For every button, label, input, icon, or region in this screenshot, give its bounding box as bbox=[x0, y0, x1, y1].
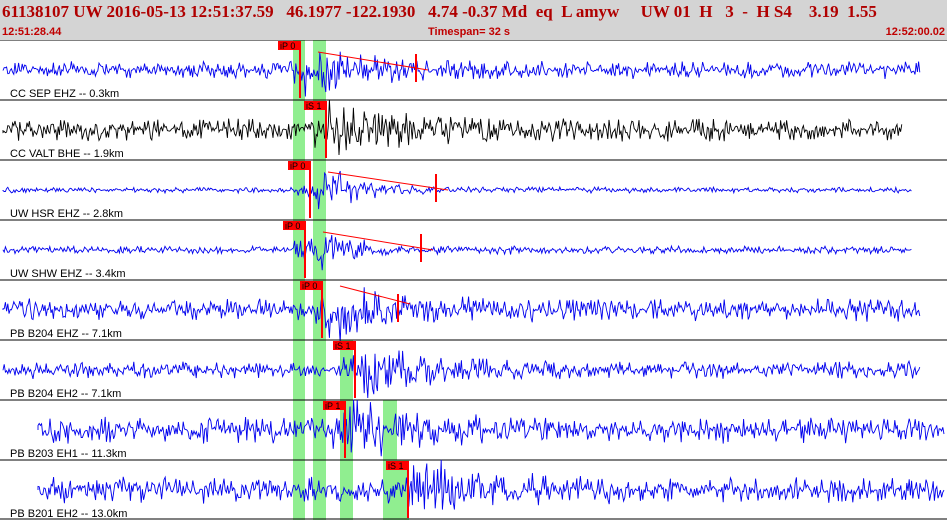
pick-flag bbox=[323, 401, 345, 410]
pick-label: iP 0 bbox=[290, 161, 305, 171]
trace-row[interactable]: iP 0 UW HSR EHZ -- 2.8km bbox=[0, 159, 947, 220]
pick-label: iP 0 bbox=[280, 41, 295, 51]
pick-label: iS 1 bbox=[388, 461, 404, 471]
trace-row[interactable]: iS 1 CC VALT BHE -- 1.9km bbox=[0, 99, 947, 160]
station-label: UW HSR EHZ -- 2.8km bbox=[10, 208, 123, 220]
trace-row[interactable]: iS 1 PB B201 EH2 -- 13.0km bbox=[0, 459, 947, 520]
pick-flag bbox=[386, 461, 408, 470]
trace-row[interactable]: iP 0 CC SEP EHZ -- 0.3km bbox=[0, 40, 947, 100]
coda-line bbox=[322, 231, 434, 251]
trace-row[interactable]: iS 1 PB B204 EH2 -- 7.1km bbox=[0, 339, 947, 400]
event-header: 61138107 UW 2016-05-13 12:51:37.59 46.19… bbox=[0, 0, 947, 40]
station-label: CC SEP EHZ -- 0.3km bbox=[10, 88, 119, 100]
pick-label: iS 1 bbox=[335, 341, 351, 351]
pick-label: iP 0 bbox=[285, 221, 300, 231]
waveform bbox=[2, 287, 921, 343]
station-label: UW SHW EHZ -- 3.4km bbox=[10, 268, 126, 280]
trace-row[interactable]: iP 0 UW SHW EHZ -- 3.4km bbox=[0, 219, 947, 280]
station-label: PB B201 EH2 -- 13.0km bbox=[10, 508, 127, 520]
event-summary: 61138107 UW 2016-05-13 12:51:37.59 46.19… bbox=[2, 2, 877, 21]
end-time: 12:52:00.02 bbox=[885, 26, 945, 38]
pick-label: iP 0 bbox=[302, 281, 317, 291]
pick-flag bbox=[333, 341, 355, 350]
pick-label: iP 1 bbox=[325, 401, 340, 411]
station-label: PB B204 EHZ -- 7.1km bbox=[10, 328, 122, 340]
pick-label: iS 1 bbox=[306, 101, 322, 111]
waveform bbox=[2, 350, 921, 399]
station-label: CC VALT BHE -- 1.9km bbox=[10, 148, 124, 160]
waveform bbox=[2, 51, 921, 97]
pick-flag bbox=[288, 161, 310, 170]
waveform bbox=[2, 170, 912, 210]
waveform bbox=[37, 399, 945, 457]
seismogram-panel[interactable]: iP 0 CC SEP EHZ -- 0.3km iS 1 CC VALT BHE -… bbox=[0, 40, 947, 520]
trace-row[interactable]: iP 1 PB B203 EH1 -- 11.3km bbox=[0, 399, 947, 461]
pick-flag bbox=[304, 101, 326, 110]
station-label: PB B203 EH1 -- 11.3km bbox=[10, 448, 127, 460]
coda-line bbox=[317, 51, 429, 71]
station-label: PB B204 EH2 -- 7.1km bbox=[10, 388, 121, 400]
timespan: Timespan= 32 s bbox=[428, 26, 511, 38]
waveform bbox=[2, 234, 912, 271]
pick-window-band bbox=[397, 460, 409, 520]
pick-flag bbox=[283, 221, 305, 230]
waveform bbox=[2, 99, 903, 156]
pick-flag bbox=[278, 41, 300, 50]
waveform bbox=[37, 459, 945, 510]
trace-row[interactable]: iP 0 PB B204 EHZ -- 7.1km bbox=[0, 279, 947, 343]
pick-flag bbox=[300, 281, 322, 290]
start-time: 12:51:28.44 bbox=[2, 26, 62, 38]
coda-line bbox=[327, 171, 449, 191]
